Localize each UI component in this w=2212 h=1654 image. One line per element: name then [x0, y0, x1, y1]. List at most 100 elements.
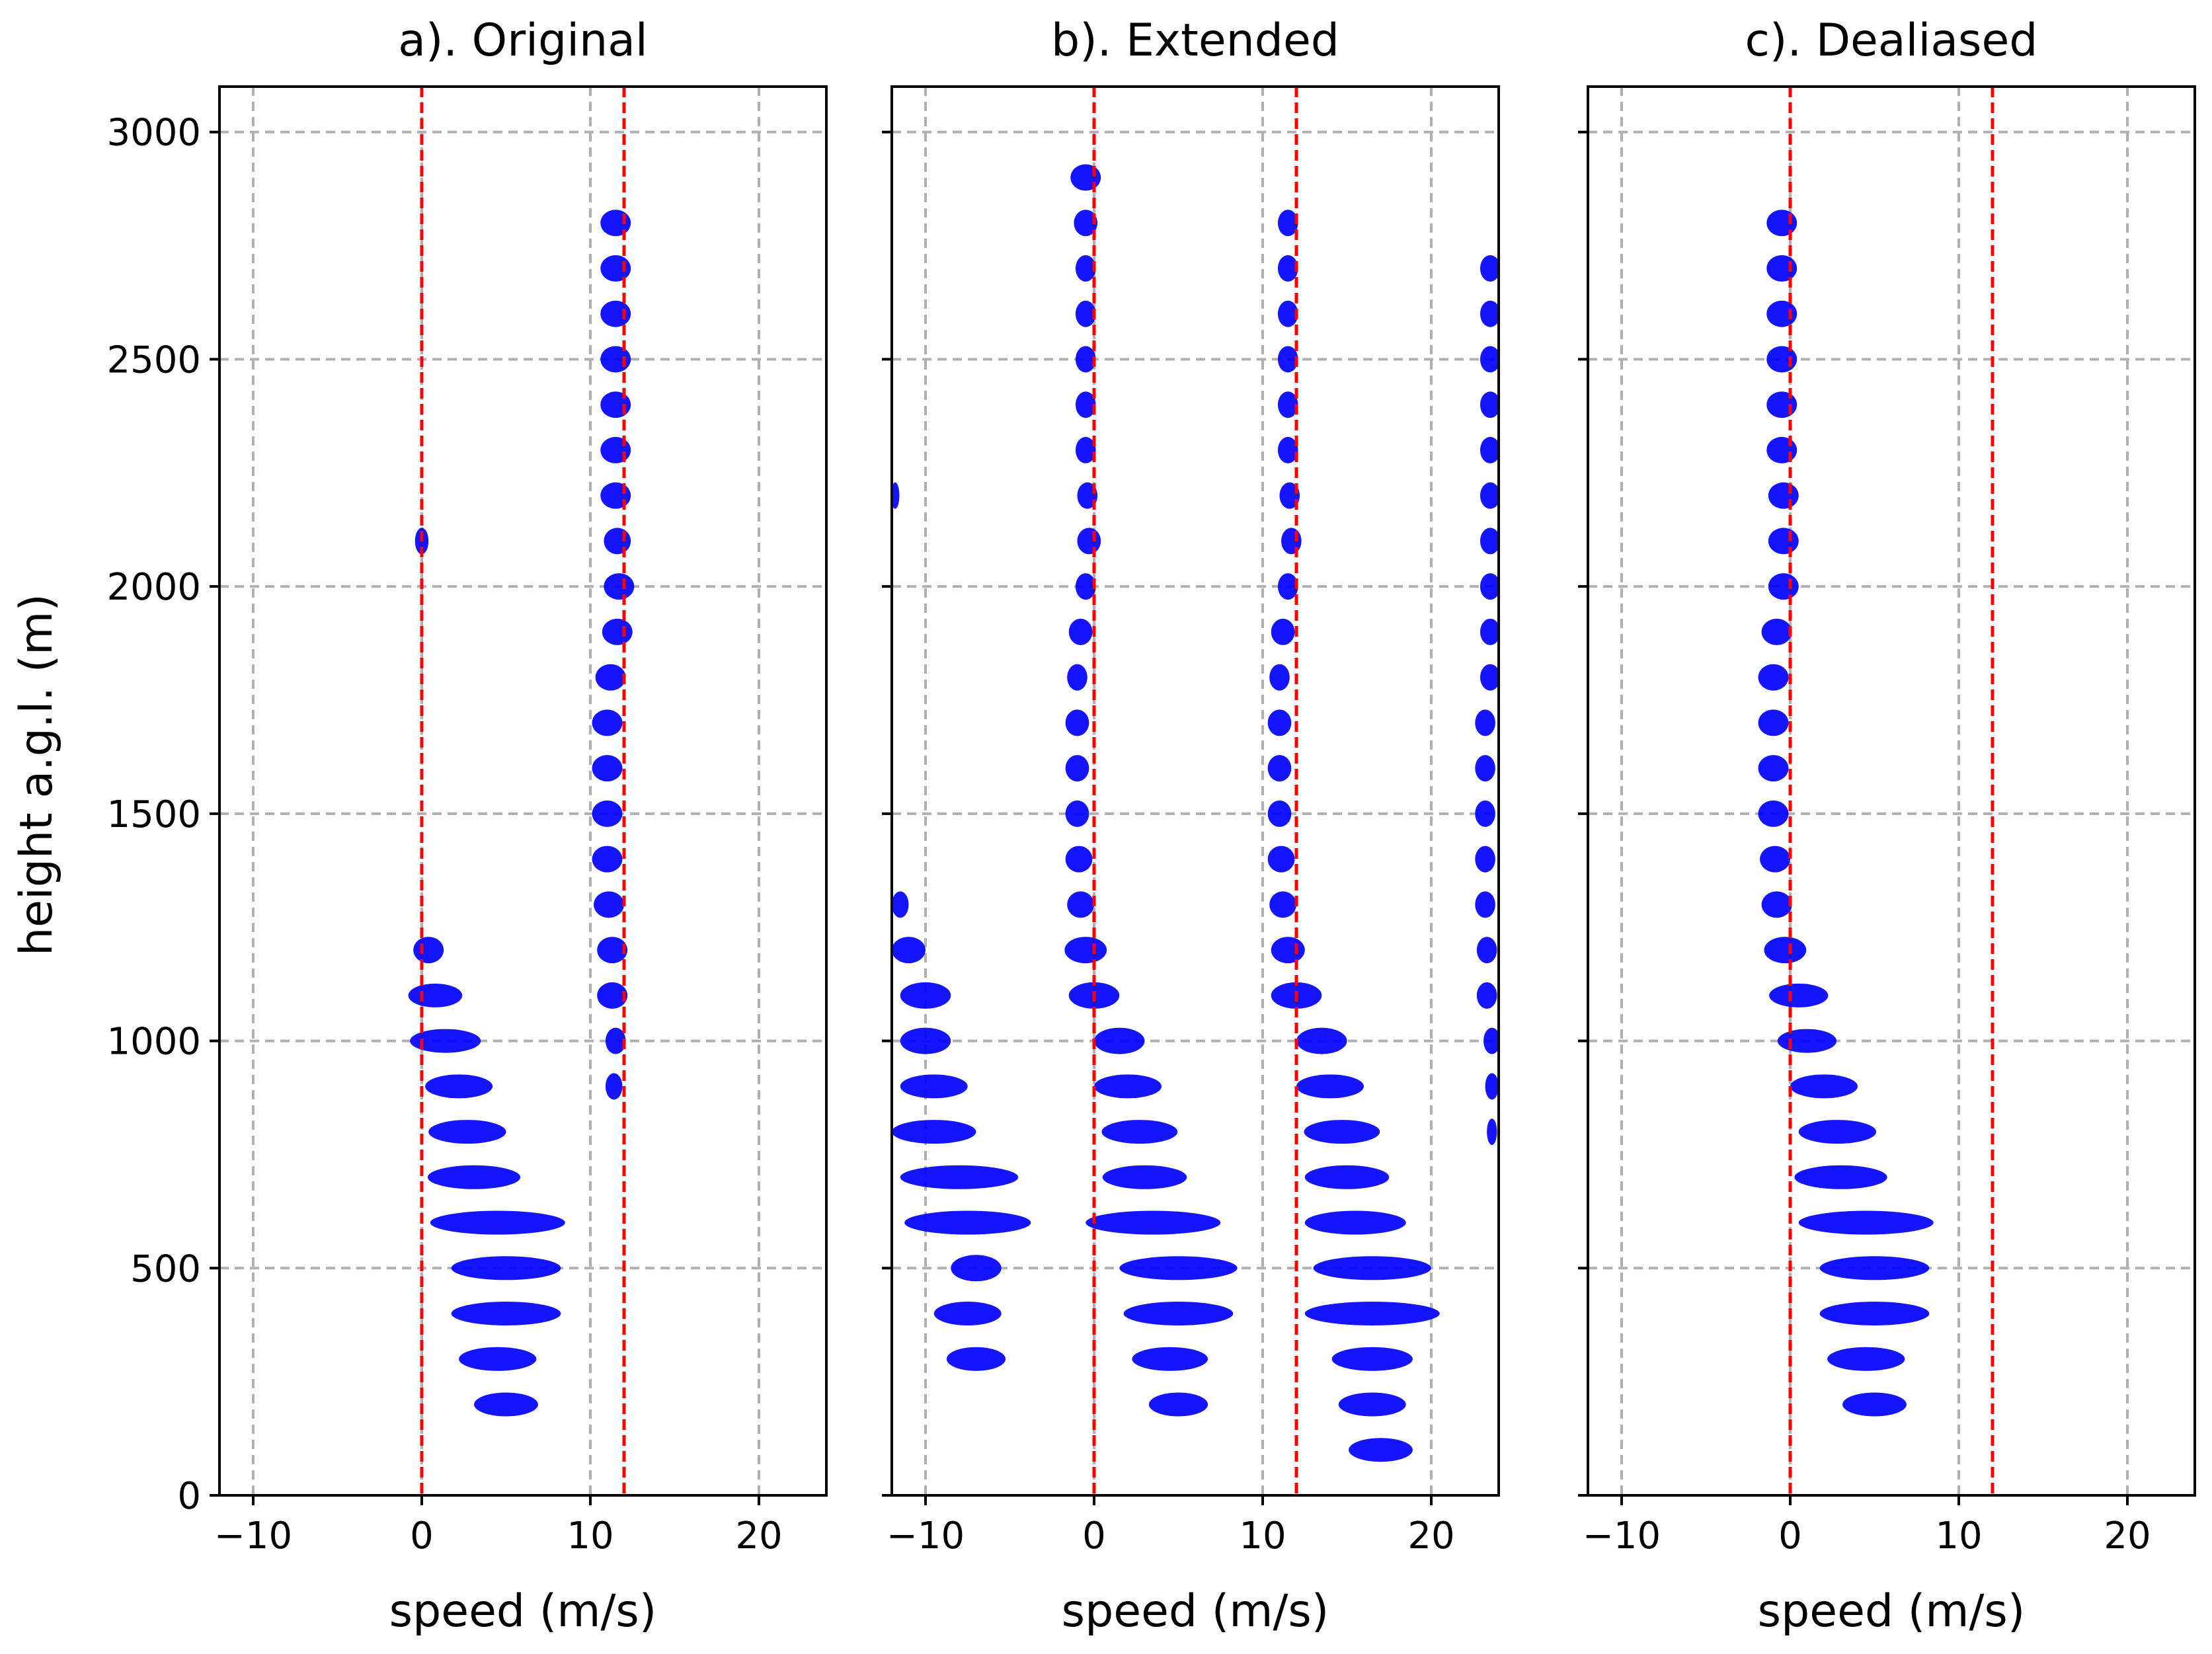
panel-title: c). Dealiased [1745, 15, 2038, 67]
spectrum-marker [933, 1302, 1002, 1326]
spectrum-marker [904, 1210, 1031, 1235]
spectrum-marker [1768, 482, 1799, 509]
spectrum-marker [1766, 391, 1797, 418]
spectrum-marker [474, 1392, 538, 1417]
x-tick-label: 10 [1935, 1515, 1982, 1557]
spectrum-marker [1790, 1074, 1858, 1099]
y-tick-label: 2000 [106, 566, 201, 609]
spectrum-marker [410, 1029, 481, 1053]
spectrum-marker [1480, 391, 1499, 418]
panel-3: −10 0 10 20 c). Dealiased speed (m/s) [1578, 15, 2196, 1637]
spectrum-marker [600, 391, 631, 418]
spectrum-marker [1768, 528, 1799, 555]
spectrum-marker [892, 937, 926, 964]
x-tick-label: −10 [887, 1515, 965, 1557]
spectrum-marker [1077, 528, 1101, 555]
spectrum-marker [428, 1120, 506, 1144]
spectrum-marker [1758, 709, 1789, 736]
spectrum-marker [1476, 937, 1497, 964]
spectrum-marker [1475, 891, 1495, 918]
plot-frame [218, 85, 828, 1497]
spectrum-marker [605, 1027, 626, 1054]
spectrum-marker [1267, 800, 1292, 827]
spectrum-marker [1480, 255, 1499, 282]
spectrum-marker [451, 1256, 561, 1280]
spectrum-marker [592, 846, 623, 873]
spectrum-marker [1267, 846, 1295, 873]
spectrum-marker [1277, 436, 1298, 463]
spectrum-marker [1768, 573, 1799, 600]
y-tick-label: 3000 [106, 112, 201, 155]
spectrum-marker [1296, 1027, 1347, 1054]
spectrum-marker [1480, 436, 1499, 463]
spectrum-marker [1269, 891, 1296, 918]
spectrum-marker [1764, 937, 1807, 964]
panel-title: a). Original [398, 15, 648, 67]
spectrum-marker [1819, 1256, 1930, 1280]
spectrum-marker [1075, 436, 1096, 463]
spectrum-marker [892, 482, 900, 509]
spectrum-marker [1476, 982, 1497, 1009]
spectrum-marker [1758, 664, 1789, 691]
spectrum-marker [595, 664, 626, 691]
spectrum-marker [946, 1347, 1006, 1371]
spectrum-marker [1480, 664, 1499, 691]
spectrum-marker [1271, 618, 1295, 645]
spectrum-marker [451, 1302, 561, 1326]
spectrum-marker [1086, 1210, 1221, 1235]
data-markers [892, 164, 1499, 1462]
plot-frame [1587, 85, 2196, 1497]
spectrum-marker [1313, 1256, 1431, 1280]
spectrum-marker [1065, 755, 1089, 782]
spectrum-marker [597, 937, 628, 964]
x-tick-label: 10 [1239, 1515, 1286, 1557]
spectrum-marker [1338, 1392, 1406, 1417]
spectrum-marker [1761, 891, 1792, 918]
spectrum-marker [597, 982, 628, 1009]
x-tick-label: 0 [410, 1515, 434, 1557]
spectrum-marker [1101, 1120, 1178, 1144]
spectrum-marker [413, 937, 444, 964]
spectrum-marker [1487, 1119, 1497, 1146]
spectrum-marker [600, 255, 631, 282]
spectrum-marker [1075, 300, 1096, 327]
spectrum-marker [604, 528, 631, 555]
spectrum-marker [1304, 1302, 1440, 1326]
spectrum-marker [600, 482, 631, 509]
x-axis-label: speed (m/s) [1758, 1585, 2026, 1637]
spectrum-marker [1304, 1165, 1390, 1189]
x-tick-label: 0 [1082, 1515, 1106, 1557]
spectrum-marker [892, 891, 909, 918]
spectrum-marker [1148, 1392, 1208, 1417]
spectrum-marker [1761, 618, 1792, 645]
spectrum-marker [1475, 846, 1495, 873]
spectrum-marker [900, 982, 951, 1009]
spectrum-marker [1277, 210, 1298, 237]
spectrum-marker [1279, 482, 1300, 509]
spectrum-marker [1766, 210, 1797, 237]
spectrum-marker [1480, 528, 1499, 555]
spectrum-marker [1075, 573, 1096, 600]
spectrum-marker [1269, 664, 1290, 691]
spectrum-marker [1777, 1029, 1837, 1053]
spectrum-marker [1766, 436, 1797, 463]
y-axis-label: height a.g.l. (m) [11, 594, 63, 956]
spectrum-marker [1758, 800, 1789, 827]
spectrum-marker [600, 346, 631, 373]
spectrum-marker [1075, 391, 1096, 418]
spectrum-marker [1480, 300, 1499, 327]
spectrum-marker [592, 800, 623, 827]
spectrum-marker [1075, 255, 1096, 282]
x-tick-label: 10 [567, 1515, 613, 1557]
spectrum-marker [1267, 709, 1292, 736]
spectrum-marker [1277, 573, 1298, 600]
spectrum-marker [900, 1074, 968, 1099]
spectrum-marker [1819, 1302, 1930, 1326]
spectrum-marker [1277, 300, 1298, 327]
panel-title: b). Extended [1051, 15, 1339, 67]
x-axis-label: speed (m/s) [389, 1585, 657, 1637]
spectrum-marker [604, 573, 635, 600]
spectrum-marker [408, 983, 463, 1007]
spectrum-marker [1766, 255, 1797, 282]
